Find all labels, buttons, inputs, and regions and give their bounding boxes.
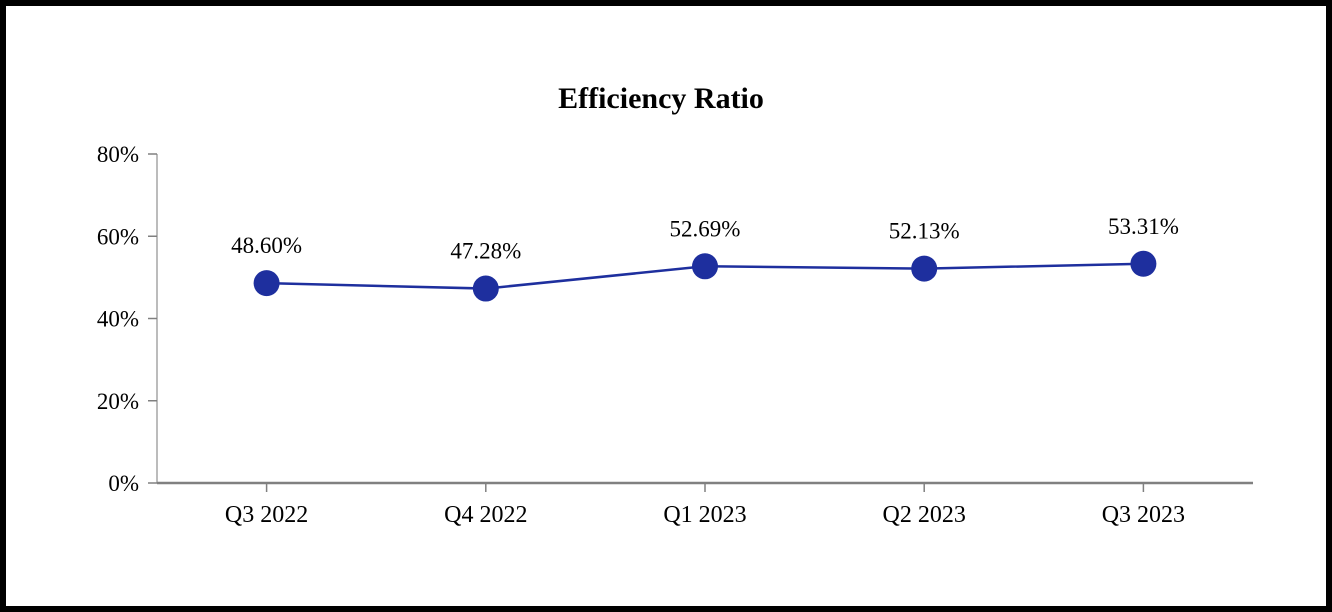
data-point-label: 53.31% bbox=[1108, 214, 1179, 239]
x-axis-label: Q2 2023 bbox=[883, 502, 966, 528]
x-axis-label: Q4 2022 bbox=[444, 502, 527, 528]
data-point-marker bbox=[253, 270, 280, 297]
y-tick-label: 20% bbox=[97, 389, 139, 414]
y-tick-label: 40% bbox=[97, 307, 139, 332]
efficiency-ratio-line-chart: Efficiency Ratio 0% 20% 40% 60% 80% Q3 2022 Q4… bbox=[97, 82, 1253, 528]
data-point-label: 52.69% bbox=[670, 216, 741, 241]
y-tick-label: 80% bbox=[97, 142, 139, 167]
data-point-marker bbox=[911, 255, 938, 282]
y-tick-label: 0% bbox=[108, 471, 139, 496]
data-point-label: 48.60% bbox=[231, 233, 302, 258]
x-axis-label: Q3 2022 bbox=[225, 502, 308, 528]
data-point-label: 52.13% bbox=[889, 219, 960, 244]
data-point-marker bbox=[692, 253, 718, 280]
x-axis-label: Q1 2023 bbox=[663, 502, 746, 528]
data-point-marker bbox=[1130, 250, 1157, 277]
x-axis-label: Q3 2023 bbox=[1102, 502, 1185, 528]
y-tick-label: 60% bbox=[97, 224, 139, 249]
plot-area: 0% 20% 40% 60% 80% Q3 2022 Q4 2022 Q1 2023 Q2 20… bbox=[97, 142, 1253, 528]
chart-title: Efficiency Ratio bbox=[558, 82, 764, 115]
data-point-marker bbox=[472, 275, 499, 302]
data-point-label: 47.28% bbox=[450, 239, 521, 264]
